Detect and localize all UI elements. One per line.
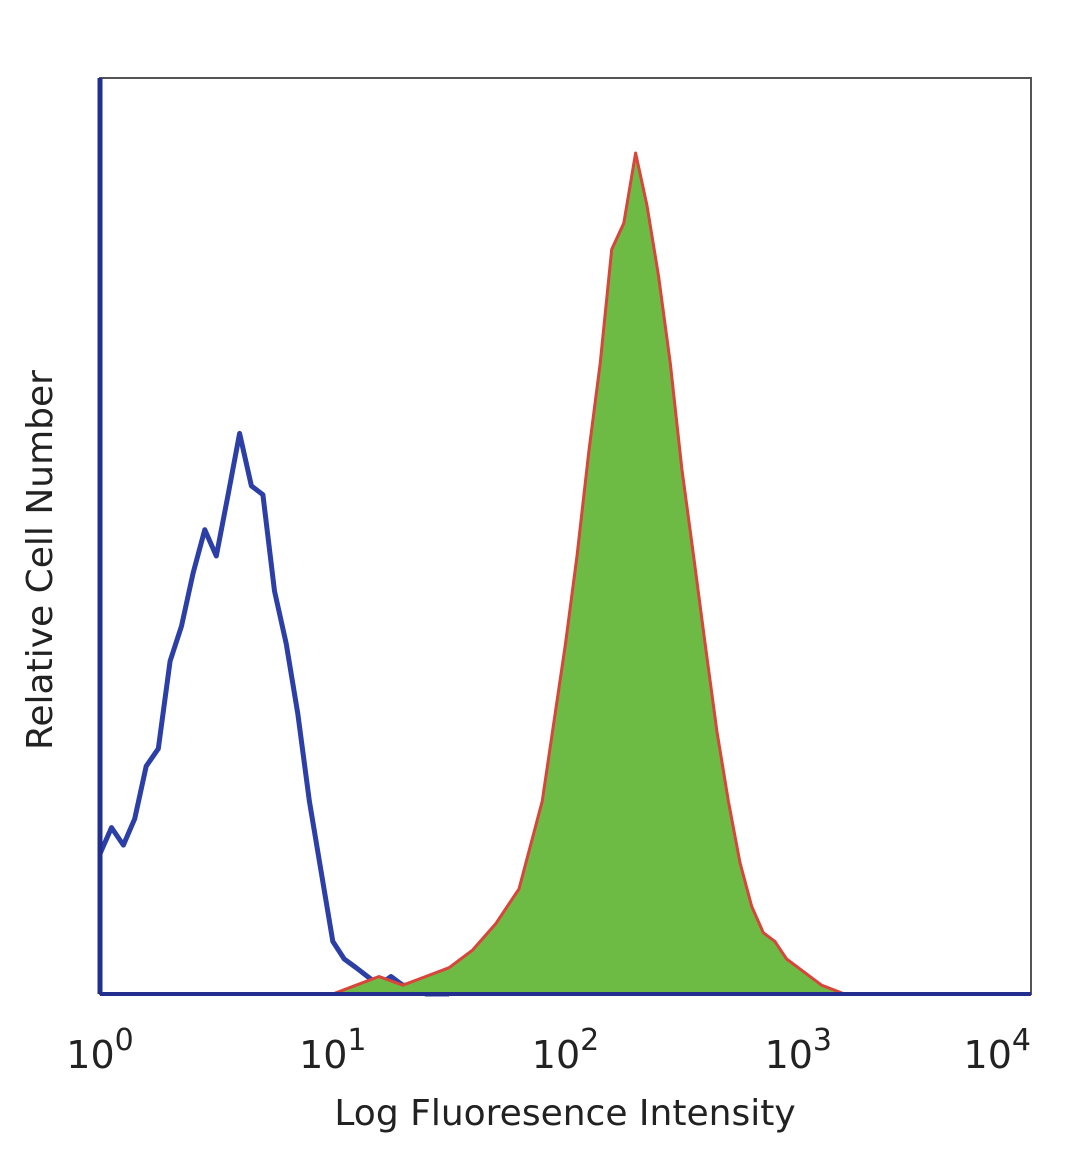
series-layer bbox=[97, 151, 846, 997]
x-tick-labels: 100 101 102 103 104 bbox=[66, 1023, 1031, 1077]
series-1-outline bbox=[332, 151, 846, 996]
y-axis-label: Relative Cell Number bbox=[20, 370, 61, 750]
x-tick-label: 101 bbox=[299, 1023, 366, 1077]
x-tick-label: 102 bbox=[532, 1023, 599, 1077]
x-tick-label: 104 bbox=[964, 1023, 1031, 1077]
series-0-line bbox=[97, 430, 450, 997]
x-tick-label: 103 bbox=[765, 1023, 832, 1077]
series-1-area bbox=[332, 153, 845, 994]
x-tick-label: 100 bbox=[66, 1023, 133, 1077]
x-axis-label: Log Fluoresence Intensity bbox=[334, 1093, 795, 1134]
